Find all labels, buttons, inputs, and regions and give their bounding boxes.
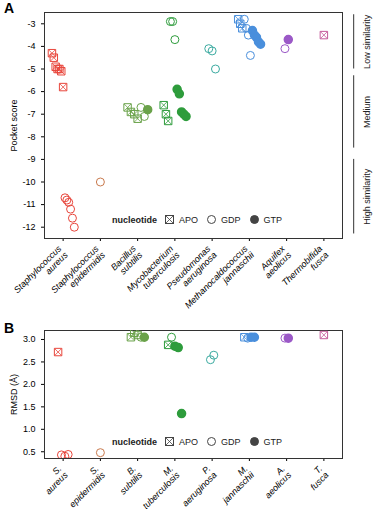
svg-text:RMSD (Å): RMSD (Å): [9, 374, 19, 415]
svg-text:-6: -6: [27, 86, 35, 96]
svg-text:S.aureus: S.aureus: [37, 463, 70, 496]
svg-text:A.aeolicus: A.aeolicus: [256, 463, 293, 500]
svg-text:-3: -3: [27, 19, 35, 29]
svg-text:T.fusca: T.fusca: [302, 464, 331, 493]
svg-text:-11: -11: [23, 199, 35, 209]
svg-text:0.5: 0.5: [23, 447, 36, 457]
svg-text:Pseudomonasaeruginosa: Pseudomonasaeruginosa: [165, 243, 219, 297]
svg-text:M.jannaschii: M.jannaschii: [214, 463, 257, 506]
svg-text:Thermobifidafusca: Thermobifidafusca: [280, 244, 331, 295]
svg-text:P.aeruginosa: P.aeruginosa: [174, 464, 219, 509]
svg-text:S.epidermidis: S.epidermidis: [61, 463, 107, 509]
svg-text:1.0: 1.0: [23, 424, 36, 434]
svg-text:-5: -5: [27, 64, 35, 74]
svg-text:Pocket score: Pocket score: [9, 99, 19, 151]
svg-text:1.5: 1.5: [23, 402, 36, 412]
svg-text:High similarity: High similarity: [362, 168, 372, 225]
svg-text:2.5: 2.5: [23, 357, 36, 367]
svg-text:-10: -10: [22, 177, 35, 187]
svg-text:-8: -8: [27, 132, 35, 142]
svg-text:Mycobacteriumtuberculosis: Mycobacteriumtuberculosis: [125, 243, 182, 300]
svg-text:Staphylococcusepidermidis: Staphylococcusepidermidis: [49, 243, 107, 301]
svg-text:-4: -4: [27, 41, 35, 51]
svg-text:B.subtilis: B.subtilis: [111, 463, 144, 496]
svg-text:3.0: 3.0: [23, 334, 36, 344]
svg-text:-9: -9: [27, 154, 35, 164]
svg-text:Low similarity: Low similarity: [362, 14, 372, 69]
svg-text:Methanocaldococcusjannaschii: Methanocaldococcusjannaschii: [183, 243, 257, 317]
svg-text:2.0: 2.0: [23, 379, 36, 389]
svg-text:-12: -12: [22, 222, 35, 232]
svg-text:Medium: Medium: [362, 96, 372, 128]
svg-text:Staphylococcusaureus: Staphylococcusaureus: [12, 243, 70, 301]
svg-text:M.tuberculosis: M.tuberculosis: [134, 463, 182, 511]
svg-text:-7: -7: [27, 109, 35, 119]
